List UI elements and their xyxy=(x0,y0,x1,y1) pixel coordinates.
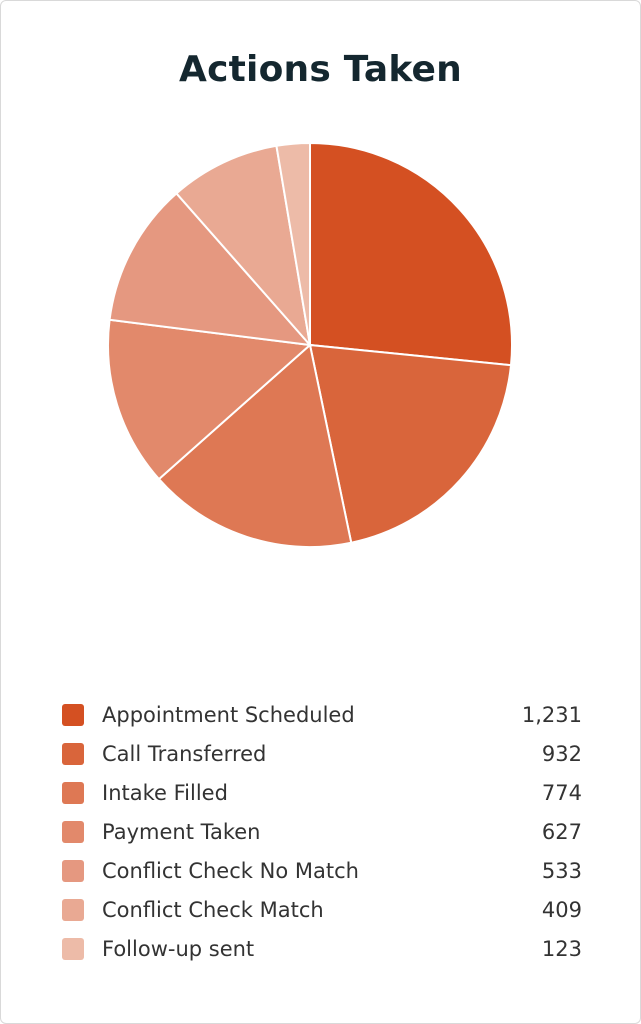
legend-swatch xyxy=(62,703,84,726)
legend-swatch xyxy=(62,781,84,804)
legend-item: Conflict Check Match 409 xyxy=(62,890,582,929)
legend-item: Call Transferred 932 xyxy=(62,734,582,773)
legend-item: Appointment Scheduled 1,231 xyxy=(62,695,582,734)
pie-slice-appointment-scheduled xyxy=(309,141,513,367)
legend-label: Conflict Check No Match xyxy=(102,858,359,883)
legend-swatch xyxy=(62,898,84,921)
legend-value: 409 xyxy=(541,897,582,922)
pie-slice-intake-filled xyxy=(157,343,353,548)
pie-chart xyxy=(107,141,513,548)
pie-slice-payment-taken xyxy=(107,318,313,481)
legend-value: 533 xyxy=(541,858,582,883)
legend: Appointment Scheduled 1,231 Call Transfe… xyxy=(62,695,582,968)
pie-slice-follow-up-sent xyxy=(275,141,311,346)
legend-swatch xyxy=(62,859,84,882)
legend-item: Payment Taken 627 xyxy=(62,812,582,851)
legend-value: 774 xyxy=(541,780,582,805)
legend-label: Appointment Scheduled xyxy=(102,702,355,727)
legend-swatch xyxy=(62,937,84,960)
legend-label: Call Transferred xyxy=(102,741,267,766)
legend-label: Follow-up sent xyxy=(102,936,255,961)
pie-slice-conflict-check-match xyxy=(175,144,312,349)
legend-item: Conflict Check No Match 533 xyxy=(62,851,582,890)
legend-label: Payment Taken xyxy=(102,819,261,844)
legend-label: Conflict Check Match xyxy=(102,897,324,922)
chart-title: Actions Taken xyxy=(179,49,462,90)
pie-slice-call-transferred xyxy=(308,343,513,544)
legend-value: 627 xyxy=(541,819,582,844)
legend-swatch xyxy=(62,742,84,765)
legend-item: Follow-up sent 123 xyxy=(62,929,582,968)
legend-value: 123 xyxy=(541,936,582,961)
legend-label: Intake Filled xyxy=(102,780,228,805)
legend-swatch xyxy=(62,820,84,843)
pie-slice-conflict-check-no-match xyxy=(108,192,313,347)
legend-item: Intake Filled 774 xyxy=(62,773,582,812)
legend-value: 1,231 xyxy=(521,702,582,727)
legend-value: 932 xyxy=(541,741,582,766)
